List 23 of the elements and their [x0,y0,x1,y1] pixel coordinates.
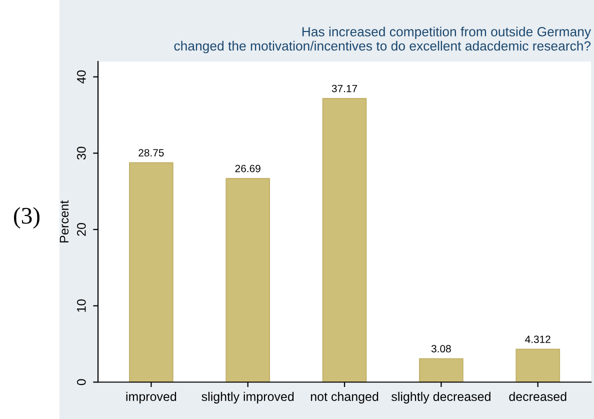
y-tick-label: 20 [76,223,86,236]
x-tick-label: decreased [509,392,566,402]
y-tick-label: 0 [76,379,86,386]
bar [322,98,367,382]
data-label: 3.08 [431,345,451,352]
data-label: 28.75 [138,149,164,156]
x-tick-label: not changed [310,392,378,404]
x-tick-label: improved [126,392,176,404]
chart-title: Has increased competition from outside Germany changed the motivation/incentives to do excellent adacdemic research? [174,26,592,54]
y-axis-title: Percent [60,200,69,242]
bar [226,178,270,382]
data-label: 37.17 [332,84,358,92]
data-label: 4.312 [525,336,550,343]
bar [129,162,174,382]
y-tick-label: 40 [76,70,86,84]
y-tick-label: 30 [76,146,86,160]
x-tick-label: slightly improved [202,392,294,404]
bar [419,358,464,382]
data-label: 26.69 [235,164,260,172]
text: (3) [14,207,40,229]
bar [516,348,560,382]
y-tick-label: 10 [76,299,86,312]
x-tick-label: slightly decreased [392,392,490,404]
